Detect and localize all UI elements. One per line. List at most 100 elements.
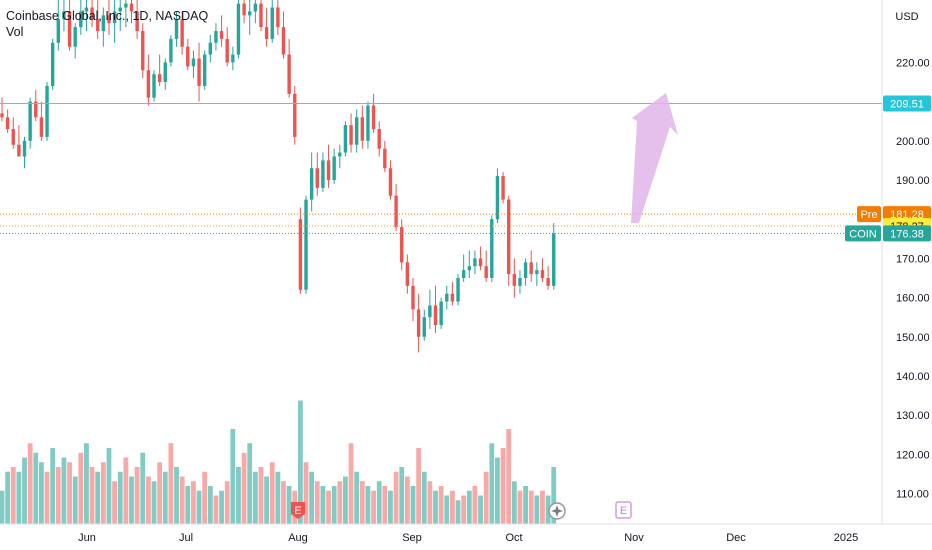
candle-body bbox=[174, 19, 179, 39]
volume-bar bbox=[10, 467, 16, 524]
candle-body bbox=[360, 117, 365, 141]
legend-volume-label[interactable]: Vol bbox=[6, 25, 24, 39]
candle-body bbox=[146, 70, 151, 98]
volume-bar bbox=[416, 448, 422, 524]
price-tag[interactable]: 209.51 bbox=[883, 95, 931, 112]
candle-body bbox=[293, 93, 297, 137]
volume-bar bbox=[145, 476, 151, 524]
volume-bar bbox=[348, 443, 354, 524]
volume-bar bbox=[489, 443, 495, 524]
candle-body bbox=[450, 293, 455, 302]
volume-bar bbox=[202, 471, 208, 524]
volume-bar bbox=[331, 486, 337, 524]
volume-bar bbox=[551, 467, 557, 524]
candle-body bbox=[388, 168, 393, 196]
volume-bar bbox=[100, 462, 106, 524]
candle-body bbox=[152, 74, 156, 98]
price-tag-value: 209.51 bbox=[890, 99, 924, 111]
candle-body bbox=[180, 19, 184, 47]
price-tag[interactable]: COIN 176.38 bbox=[845, 225, 931, 242]
candle-layer bbox=[0, 0, 556, 353]
candle-body bbox=[129, 3, 134, 12]
volume-bar bbox=[461, 495, 467, 524]
time-tick-label: Nov bbox=[624, 532, 644, 544]
candle-body bbox=[202, 54, 207, 86]
candle-body bbox=[225, 38, 229, 63]
volume-bar bbox=[55, 467, 61, 524]
candle-body bbox=[135, 11, 139, 32]
candle-body bbox=[535, 270, 539, 275]
earnings-marker-nov[interactable]: E bbox=[615, 501, 632, 519]
candle-body bbox=[349, 125, 353, 145]
volume-bar bbox=[0, 490, 5, 524]
candle-body bbox=[518, 278, 522, 286]
volume-bar bbox=[123, 457, 129, 524]
currency-label[interactable]: USD bbox=[895, 11, 918, 23]
dividend-marker[interactable] bbox=[548, 502, 566, 520]
volume-bar bbox=[112, 481, 117, 524]
candle-body bbox=[383, 148, 387, 169]
candle-body bbox=[112, 11, 117, 24]
volume-bar bbox=[106, 448, 112, 524]
volume-bar bbox=[326, 490, 331, 524]
time-tick-label: Jun bbox=[78, 532, 96, 544]
candle-body bbox=[394, 195, 398, 228]
volume-bar bbox=[511, 481, 517, 524]
candle-body bbox=[219, 31, 224, 39]
volume-bar bbox=[393, 471, 399, 524]
volume-bar bbox=[16, 471, 22, 524]
volume-bar bbox=[207, 486, 213, 524]
legend-title[interactable]: Coinbase Global, Inc., 1D, NASDAQ bbox=[6, 9, 209, 23]
candle-body bbox=[428, 305, 432, 318]
candle-body bbox=[56, 19, 60, 43]
earnings-letter: E bbox=[294, 505, 301, 517]
candle-body bbox=[73, 27, 77, 47]
candle-body bbox=[332, 156, 336, 180]
volume-bar bbox=[185, 486, 191, 524]
candle-body bbox=[523, 262, 528, 278]
volume-bar bbox=[236, 467, 241, 524]
volume-bar bbox=[455, 500, 461, 524]
candle-body bbox=[45, 85, 49, 137]
candle-body bbox=[141, 31, 145, 71]
volume-bar bbox=[281, 481, 286, 524]
candle-body bbox=[461, 270, 466, 278]
volume-bar bbox=[450, 490, 455, 524]
volume-bar bbox=[191, 481, 196, 524]
volume-bar bbox=[258, 467, 264, 524]
volume-bar bbox=[196, 490, 202, 524]
candle-body bbox=[490, 219, 494, 278]
candle-body bbox=[11, 129, 15, 145]
candle-body bbox=[281, 27, 286, 55]
price-tag-value: 176.38 bbox=[890, 228, 924, 240]
volume-bar bbox=[241, 452, 247, 524]
candle-body bbox=[298, 219, 303, 290]
candle-body bbox=[101, 15, 106, 32]
earnings-marker-aug[interactable]: E bbox=[291, 502, 305, 519]
volume-bar bbox=[365, 486, 371, 524]
star-icon bbox=[551, 505, 563, 517]
price-axis-background bbox=[882, 0, 932, 550]
candle-body bbox=[433, 305, 438, 326]
candle-body bbox=[208, 42, 213, 55]
candle-body bbox=[445, 293, 449, 302]
volume-bar bbox=[534, 495, 540, 524]
price-tick-label: 150.00 bbox=[896, 332, 930, 344]
candle-body bbox=[84, 7, 89, 12]
price-tag-label-bg bbox=[845, 225, 881, 242]
forecast-arrow[interactable] bbox=[631, 93, 678, 223]
candle-body bbox=[507, 199, 511, 275]
volume-bar bbox=[545, 495, 551, 524]
volume-bar bbox=[421, 471, 427, 524]
volume-bar bbox=[78, 452, 84, 524]
volume-bar bbox=[427, 481, 433, 524]
candle-body bbox=[67, 11, 72, 47]
candle-body bbox=[34, 101, 38, 118]
price-tick-label: 130.00 bbox=[896, 410, 930, 422]
volume-bar bbox=[540, 490, 545, 524]
volume-bar bbox=[67, 462, 72, 524]
candle-body bbox=[371, 105, 376, 130]
candle-body bbox=[467, 266, 471, 271]
